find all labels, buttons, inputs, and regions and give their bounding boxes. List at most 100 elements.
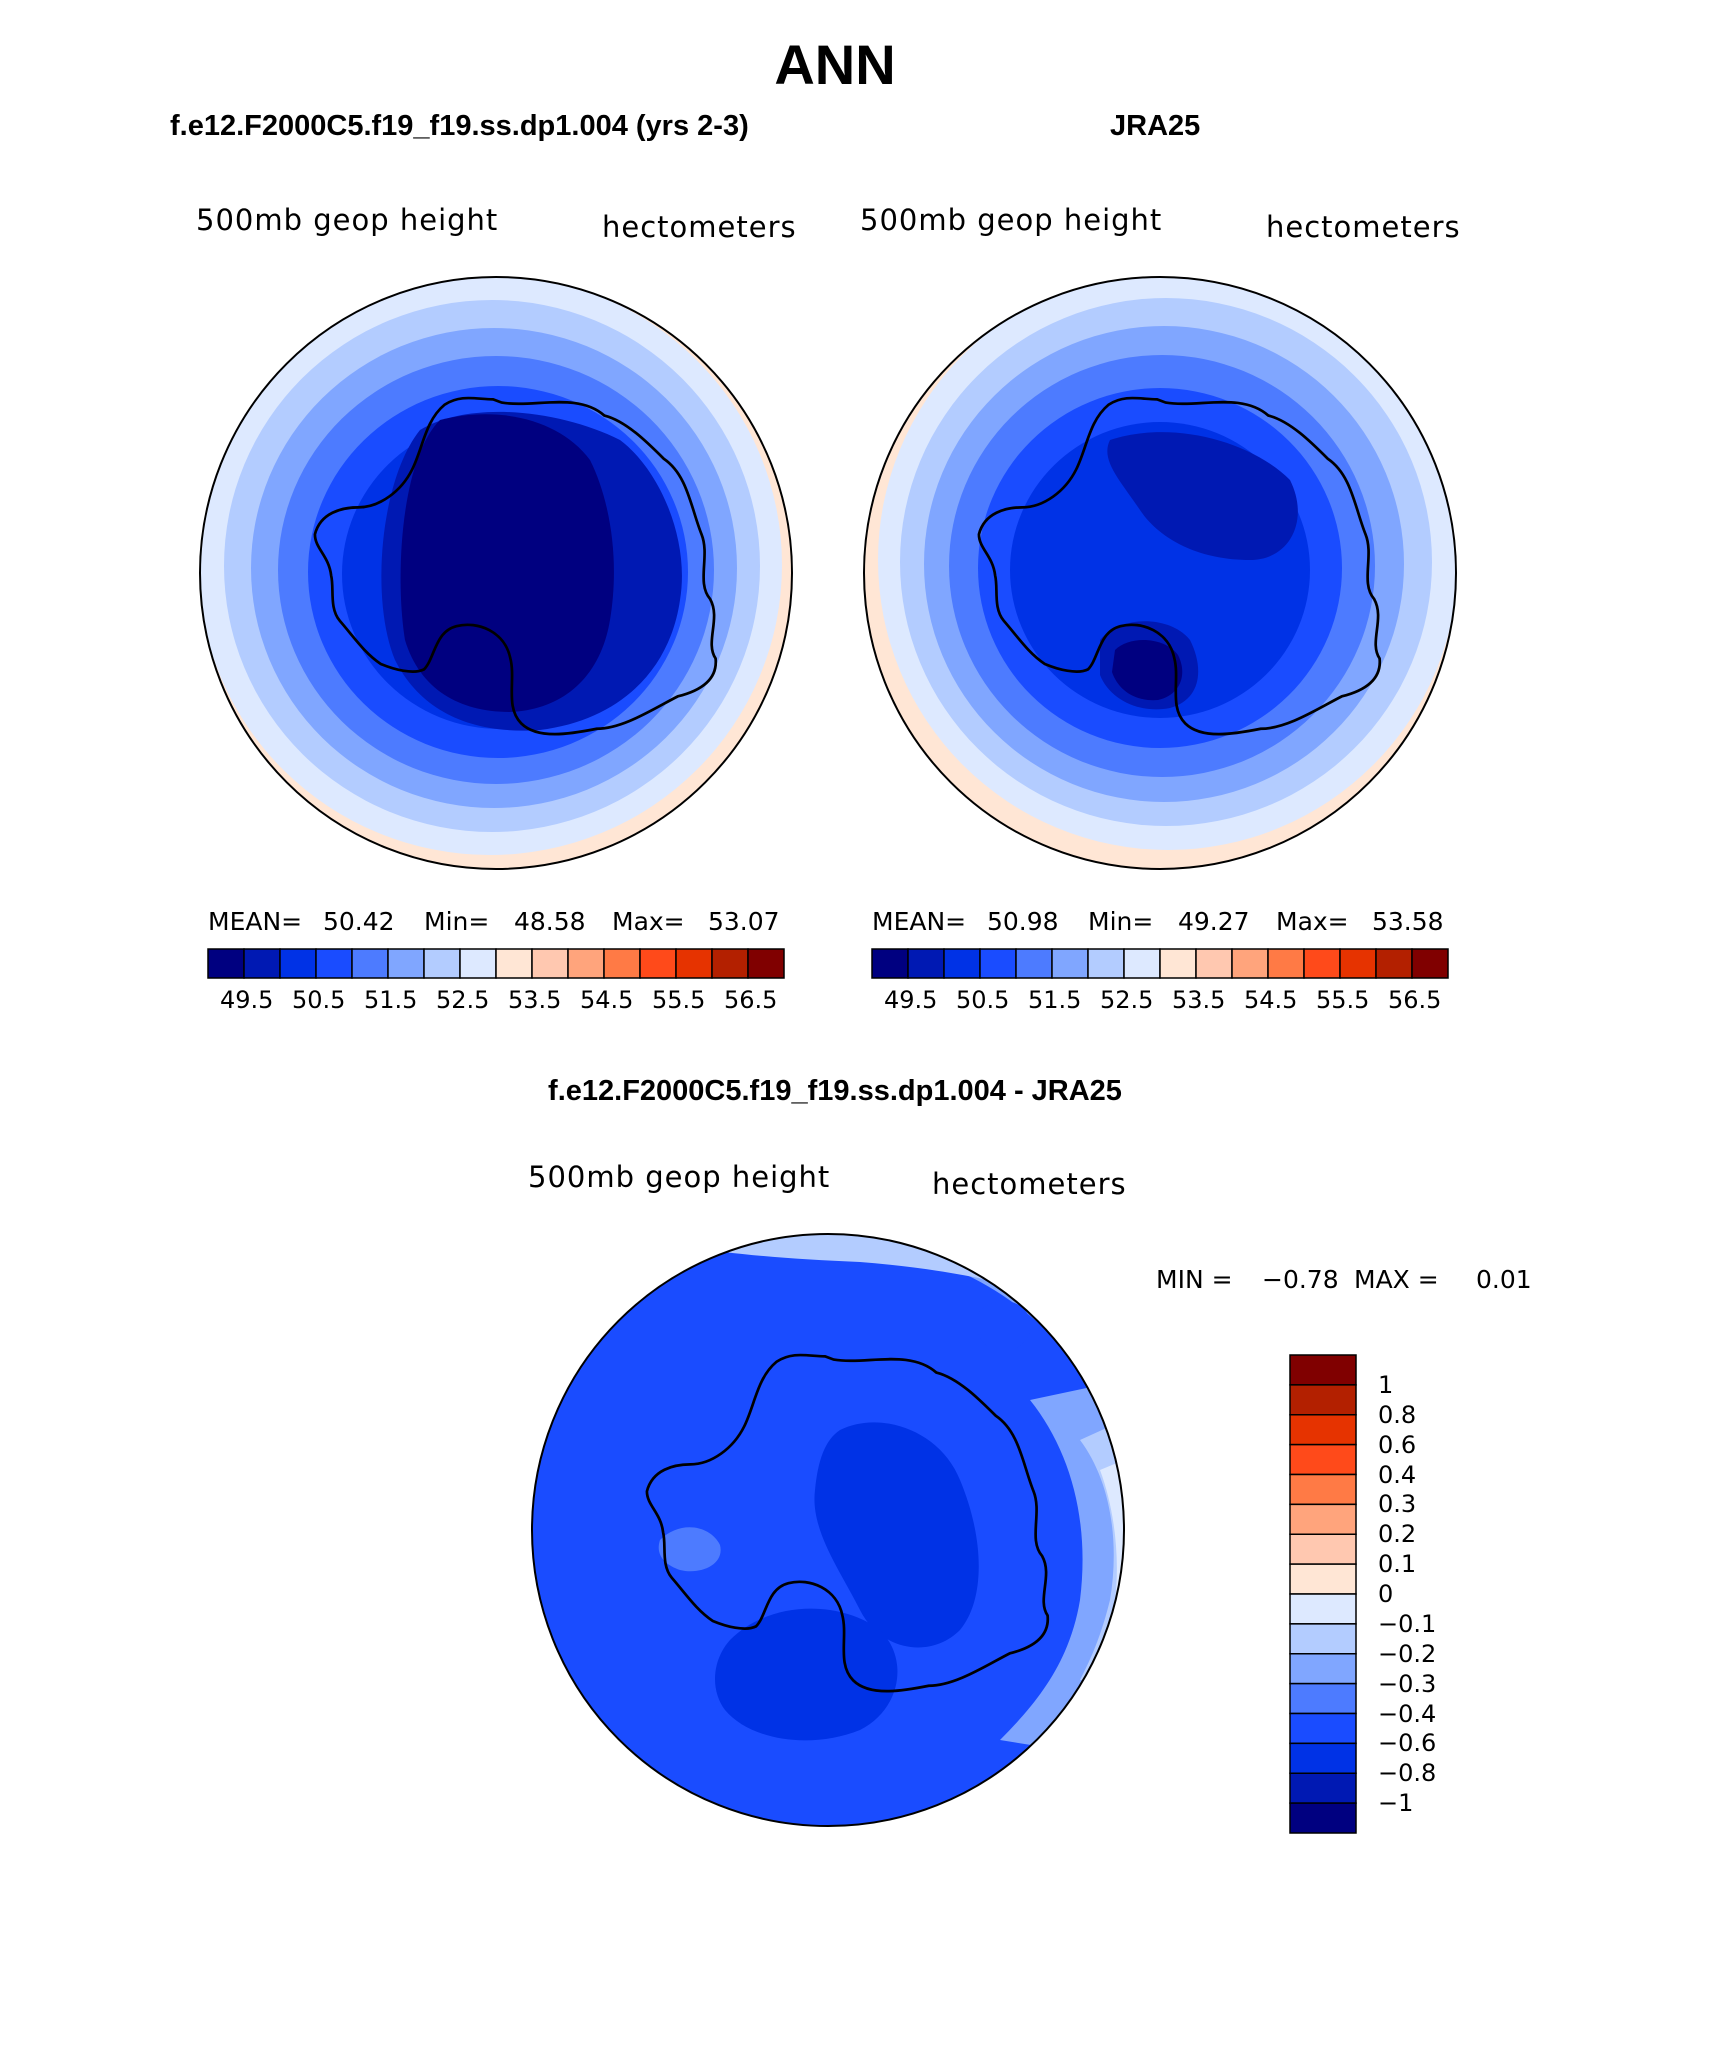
colorbar-swatch (907, 948, 945, 979)
colorbar-swatch (1289, 1742, 1357, 1774)
colorbar-swatch (871, 948, 909, 979)
colorbar-tick-label: −0.4 (1378, 1699, 1437, 1728)
colorbar-tick-label: −1 (1378, 1789, 1414, 1818)
colorbar-swatch (1289, 1623, 1357, 1655)
colorbar-swatch (1159, 948, 1197, 979)
diff-variable-label: 500mb geop height (528, 1160, 831, 1194)
colorbar-swatch (1289, 1593, 1357, 1625)
diff-min-label: MIN = (1156, 1265, 1233, 1294)
colorbar-tick-label: 54.5 (1244, 986, 1298, 1014)
colorbar-swatch (1051, 948, 1089, 979)
colorbar-tick-label: 50.5 (292, 986, 346, 1014)
right-max-value: 53.58 (1372, 907, 1444, 936)
colorbar-swatch (279, 948, 317, 979)
colorbar-tick-label: 55.5 (1316, 986, 1370, 1014)
colorbar-tick-label: 52.5 (436, 986, 490, 1014)
right-min-value: 49.27 (1178, 907, 1250, 936)
right-panel-title: JRA25 (1110, 110, 1201, 142)
colorbar-swatch (747, 948, 785, 979)
colorbar-swatch (495, 948, 533, 979)
colorbar-tick-label: 0.8 (1378, 1400, 1417, 1429)
colorbar-swatch (1015, 948, 1053, 979)
colorbar-swatch (1289, 1712, 1357, 1745)
colorbar-swatch (243, 948, 281, 979)
diff-max-value: 0.01 (1476, 1265, 1532, 1294)
left-mean-value: 50.42 (323, 907, 395, 936)
colorbar-tick-label: 50.5 (956, 986, 1010, 1014)
colorbar-swatch (1375, 948, 1413, 979)
difference-colorbar (1289, 1354, 1357, 1834)
colorbar-tick-label: 56.5 (1388, 986, 1442, 1014)
left-min-value: 48.58 (514, 907, 586, 936)
colorbar-tick-label: 52.5 (1100, 986, 1154, 1014)
right-min-label: Min= (1088, 907, 1154, 936)
colorbar-swatch (1267, 948, 1305, 979)
colorbar-swatch (315, 948, 353, 979)
diff-max-label: MAX = (1354, 1265, 1439, 1294)
difference-map (532, 1234, 1124, 1826)
left-map-border (199, 276, 793, 870)
colorbar-swatch (1289, 1354, 1357, 1386)
right-map (864, 277, 1456, 869)
colorbar-tick-label: −0.6 (1378, 1729, 1437, 1758)
colorbar-swatch (711, 948, 749, 979)
colorbar-swatch (1289, 1563, 1357, 1595)
colorbar-tick-label: −0.2 (1378, 1639, 1437, 1668)
colorbar-swatch (1289, 1473, 1357, 1506)
left-colorbar (207, 948, 785, 979)
colorbar-swatch (351, 948, 389, 979)
colorbar-swatch (1289, 1682, 1357, 1715)
diff-min-value: −0.78 (1262, 1265, 1339, 1294)
colorbar-swatch (531, 948, 569, 979)
colorbar-swatch (567, 948, 605, 979)
colorbar-tick-label: 0.4 (1378, 1460, 1417, 1489)
colorbar-tick-label: 51.5 (1028, 986, 1082, 1014)
colorbar-swatch (639, 948, 677, 979)
difference-map-border (531, 1233, 1125, 1827)
colorbar-tick-label: 49.5 (220, 986, 274, 1014)
difference-panel-title: f.e12.F2000C5.f19_f19.ss.dp1.004 - JRA25 (548, 1075, 1122, 1107)
colorbar-swatch (1289, 1503, 1357, 1535)
left-max-label: Max= (612, 907, 685, 936)
left-max-value: 53.07 (708, 907, 780, 936)
colorbar-swatch (207, 948, 245, 979)
colorbar-tick-label: 0 (1378, 1580, 1394, 1608)
colorbar-swatch (1195, 948, 1233, 979)
right-mean-value: 50.98 (987, 907, 1059, 936)
left-min-label: Min= (424, 907, 490, 936)
right-variable-label: 500mb geop height (860, 203, 1163, 237)
colorbar-swatch (1289, 1443, 1357, 1476)
colorbar-swatch (979, 948, 1017, 979)
colorbar-tick-label: 54.5 (580, 986, 634, 1014)
colorbar-swatch (1303, 948, 1341, 979)
colorbar-tick-label: 0.6 (1378, 1430, 1417, 1459)
right-mean-label: MEAN= (872, 907, 967, 936)
left-units-label: hectometers (602, 210, 797, 244)
colorbar-tick-label: 53.5 (1172, 986, 1226, 1014)
colorbar-swatch (1289, 1414, 1357, 1446)
colorbar-swatch (1289, 1533, 1357, 1565)
colorbar-tick-label: 1 (1378, 1370, 1394, 1399)
colorbar-swatch (423, 948, 461, 979)
colorbar-swatch (675, 948, 713, 979)
colorbar-swatch (1411, 948, 1449, 979)
colorbar-swatch (1289, 1384, 1357, 1416)
colorbar-tick-label: 51.5 (364, 986, 418, 1014)
colorbar-tick-label: 0.1 (1378, 1550, 1417, 1579)
left-map (200, 277, 792, 869)
colorbar-swatch (1123, 948, 1161, 979)
colorbar-tick-label: 56.5 (724, 986, 778, 1014)
right-max-label: Max= (1276, 907, 1349, 936)
colorbar-swatch (1289, 1772, 1357, 1804)
right-units-label: hectometers (1266, 210, 1461, 244)
colorbar-tick-label: 0.3 (1378, 1490, 1417, 1519)
colorbar-tick-label: 0.2 (1378, 1520, 1417, 1549)
left-variable-label: 500mb geop height (196, 203, 499, 237)
colorbar-swatch (387, 948, 425, 979)
right-map-border (863, 276, 1457, 870)
main-title: ANN (774, 33, 896, 96)
colorbar-swatch (1289, 1802, 1357, 1834)
colorbar-tick-label: −0.8 (1378, 1759, 1437, 1788)
right-colorbar (871, 948, 1449, 979)
